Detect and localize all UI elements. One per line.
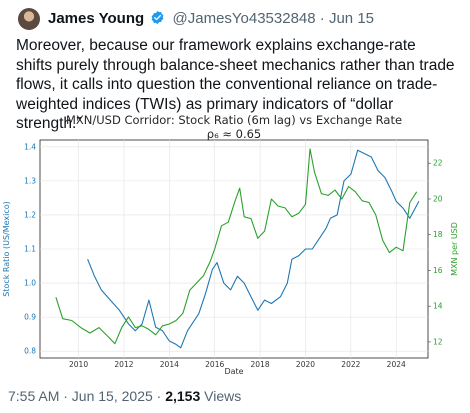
x-tick-label: 2016	[205, 360, 224, 369]
chart-subtitle: ρ₆ ≈ 0.65	[207, 127, 261, 141]
x-tick-label: 2022	[341, 360, 360, 369]
y-right-tick-label: 16	[433, 266, 443, 275]
x-axis-label: Date	[224, 367, 243, 376]
y-axis-label-left: Stock Ratio (US/Mexico)	[2, 201, 11, 297]
y-left-tick-label: 0.9	[24, 313, 36, 322]
author-handle[interactable]: @JamesYo43532848	[173, 10, 316, 27]
tweet-footer: 7:55 AM · Jun 15, 2025 · 2,153 Views	[8, 388, 241, 404]
x-tick-label: 2018	[251, 360, 270, 369]
tweet-header: James Young @JamesYo43532848 · Jun 15	[48, 10, 374, 29]
views-label: Views	[200, 388, 241, 404]
x-tick-label: 2024	[387, 360, 406, 369]
x-tick-label: 2014	[160, 360, 179, 369]
y-right-tick-label: 20	[433, 194, 443, 203]
x-tick-label: 2010	[69, 360, 88, 369]
views-count: 2,153	[165, 388, 200, 404]
tweet-date[interactable]: Jun 15	[329, 10, 374, 27]
y-left-tick-label: 1.0	[24, 279, 36, 288]
exchange-rate-line	[56, 149, 417, 344]
y-right-tick-label: 14	[433, 302, 443, 311]
y-axis-label-right: MXN per USD	[450, 222, 459, 276]
author-name[interactable]: James Young	[48, 10, 144, 27]
chart-title: MXN/USD Corridor: Stock Ratio (6m lag) v…	[66, 113, 402, 127]
y-left-tick-label: 1.3	[24, 176, 36, 185]
y-left-tick-label: 1.1	[24, 245, 36, 254]
y-left-tick-label: 1.2	[24, 210, 36, 219]
y-right-tick-label: 22	[433, 159, 443, 168]
verified-badge-icon	[150, 10, 165, 29]
y-right-tick-label: 18	[433, 230, 443, 239]
chart-svg: MXN/USD Corridor: Stock Ratio (6m lag) v…	[0, 112, 470, 380]
x-tick-label: 2020	[296, 360, 315, 369]
y-left-tick-label: 0.8	[24, 347, 36, 356]
chart-image[interactable]: MXN/USD Corridor: Stock Ratio (6m lag) v…	[0, 112, 470, 380]
separator-dot: ·	[320, 10, 325, 27]
y-right-tick-label: 12	[433, 337, 443, 346]
x-tick-label: 2012	[114, 360, 133, 369]
tweet-timestamp[interactable]: 7:55 AM · Jun 15, 2025 ·	[8, 388, 165, 404]
author-avatar[interactable]	[18, 8, 40, 30]
y-left-tick-label: 1.4	[24, 142, 36, 151]
